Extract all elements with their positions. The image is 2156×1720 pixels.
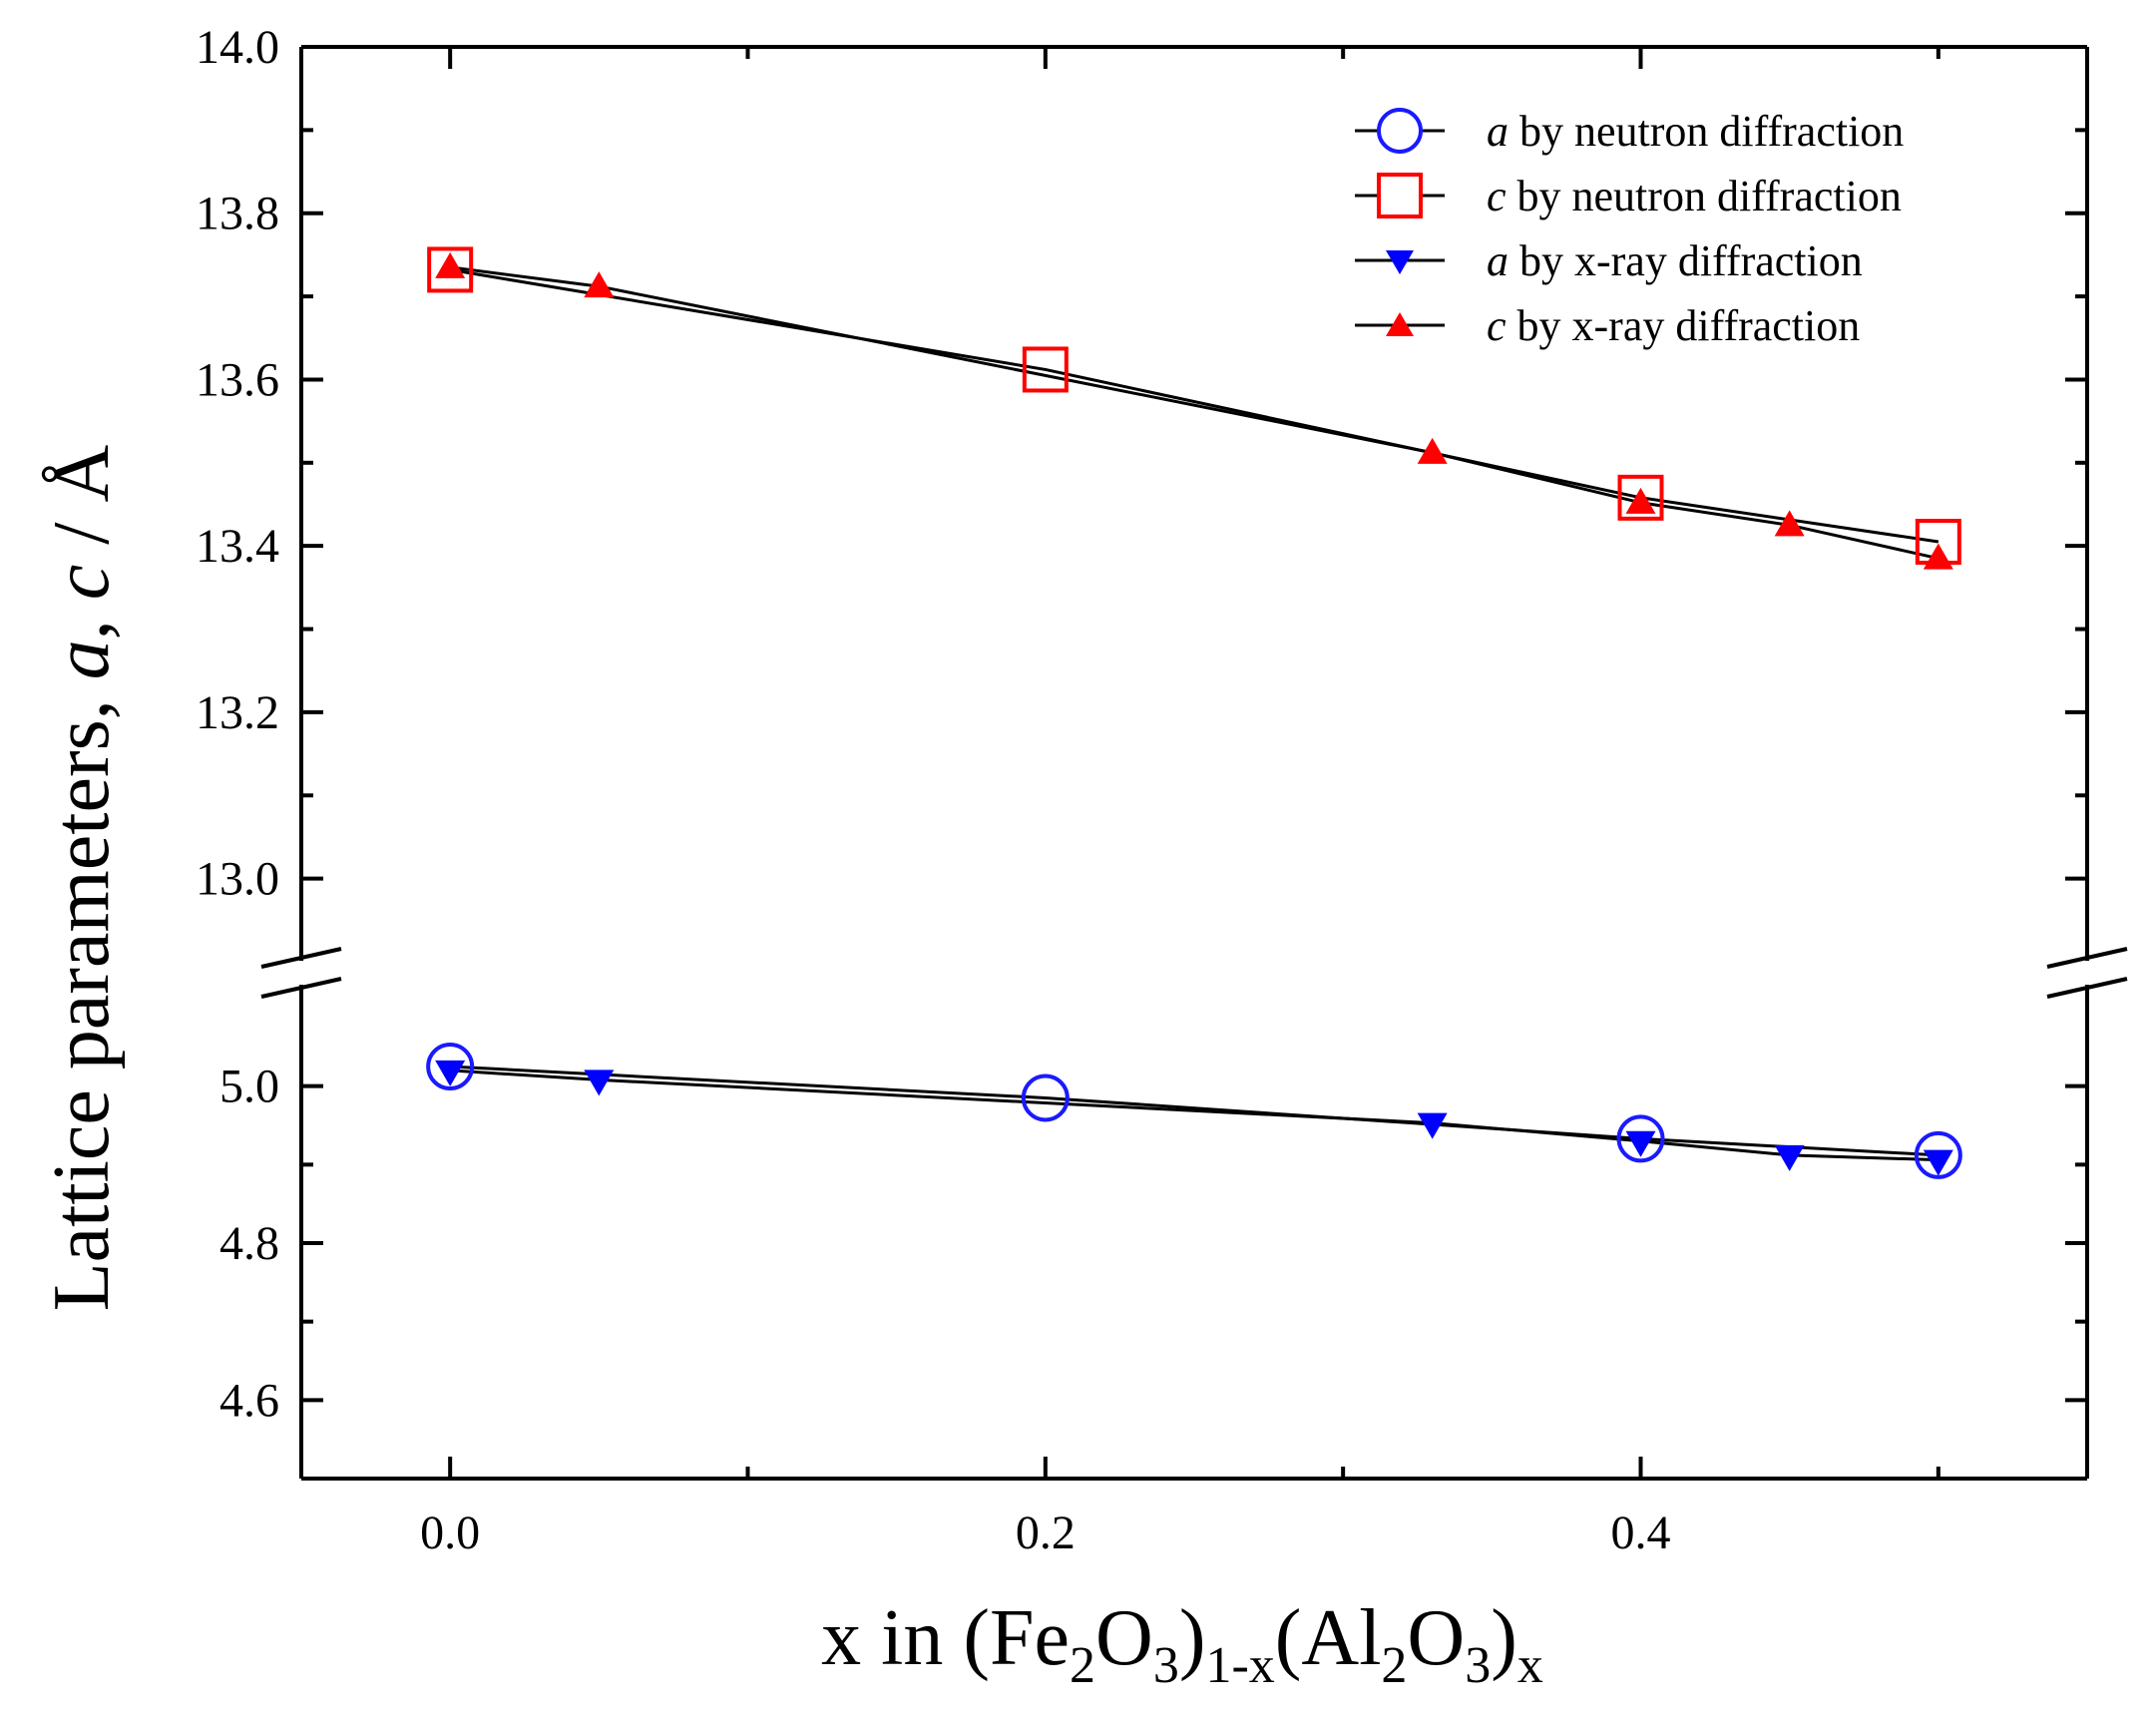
y-tick-label: 13.0	[196, 853, 279, 906]
y-axis-title: Lattice parameters, a, c / Å	[38, 445, 126, 1312]
data-point	[1625, 1130, 1656, 1157]
data-point	[1625, 487, 1656, 514]
data-point	[1774, 510, 1805, 537]
y-tick-label: 13.2	[196, 686, 279, 739]
series-line-2	[450, 1069, 1939, 1162]
y-tick-label: 5.0	[219, 1061, 279, 1113]
legend-label: c by x-ray diffraction	[1487, 301, 1860, 350]
legend-label: a by x-ray diffraction	[1487, 236, 1863, 285]
series-layer	[426, 246, 1962, 1179]
data-point	[1022, 346, 1069, 393]
x-axis-title: x in (Fe2O3)1-x(Al2O3)x	[821, 1594, 1543, 1694]
legend-item-c-neutron: c by neutron diffraction	[1355, 172, 1902, 220]
y-tick-label: 13.4	[196, 520, 279, 573]
tick-labels: 13.0 13.2 13.4 13.6 13.8 14.0 4.6 4.8 5.0 0.0 0.2 0…	[196, 21, 1671, 1559]
legend-item-a-xray: a by x-ray diffraction	[1355, 236, 1863, 285]
legend-marker-square	[1377, 173, 1423, 218]
y-tick-label: 13.6	[196, 353, 279, 406]
axes-layer	[260, 45, 2128, 1481]
axis-break-mark	[260, 947, 342, 969]
data-point	[1617, 474, 1664, 521]
x-tick-label: 0.0	[420, 1506, 480, 1559]
legend: a by neutron diffraction c by neutron di…	[1355, 107, 1904, 350]
y-tick-label: 13.8	[196, 188, 279, 240]
legend-item-a-neutron: a by neutron diffraction	[1355, 107, 1904, 156]
legend-item-c-xray: c by x-ray diffraction	[1355, 301, 1860, 350]
data-point	[1616, 1114, 1665, 1163]
legend-marker-triangle-down	[1386, 250, 1414, 274]
data-point	[1774, 1144, 1805, 1171]
data-point	[1923, 1149, 1953, 1176]
data-point	[435, 251, 466, 278]
data-point	[1914, 1130, 1962, 1179]
data-point	[435, 1060, 466, 1086]
legend-label: c by neutron diffraction	[1487, 172, 1902, 220]
data-point	[427, 246, 474, 293]
legend-marker-circle	[1377, 108, 1423, 154]
axis-break-mark	[2046, 947, 2128, 969]
y-tick-label: 4.8	[219, 1217, 279, 1270]
axis-break-mark	[260, 977, 342, 999]
legend-marker-triangle-up	[1386, 312, 1414, 336]
legend-label: a by neutron diffraction	[1487, 107, 1904, 156]
y-tick-label: 4.6	[219, 1374, 279, 1427]
data-point	[584, 1070, 615, 1096]
data-point	[1417, 1112, 1448, 1139]
data-point	[1417, 437, 1448, 464]
x-tick-label: 0.2	[1016, 1506, 1076, 1559]
x-tick-label: 0.4	[1611, 1506, 1671, 1559]
data-point	[1021, 1074, 1070, 1122]
data-point	[426, 1043, 475, 1090]
axis-break-mark	[2046, 977, 2128, 999]
series-line-3	[449, 265, 1940, 561]
y-tick-label: 14.0	[196, 21, 279, 74]
data-point	[584, 271, 615, 298]
data-point	[1923, 543, 1953, 570]
